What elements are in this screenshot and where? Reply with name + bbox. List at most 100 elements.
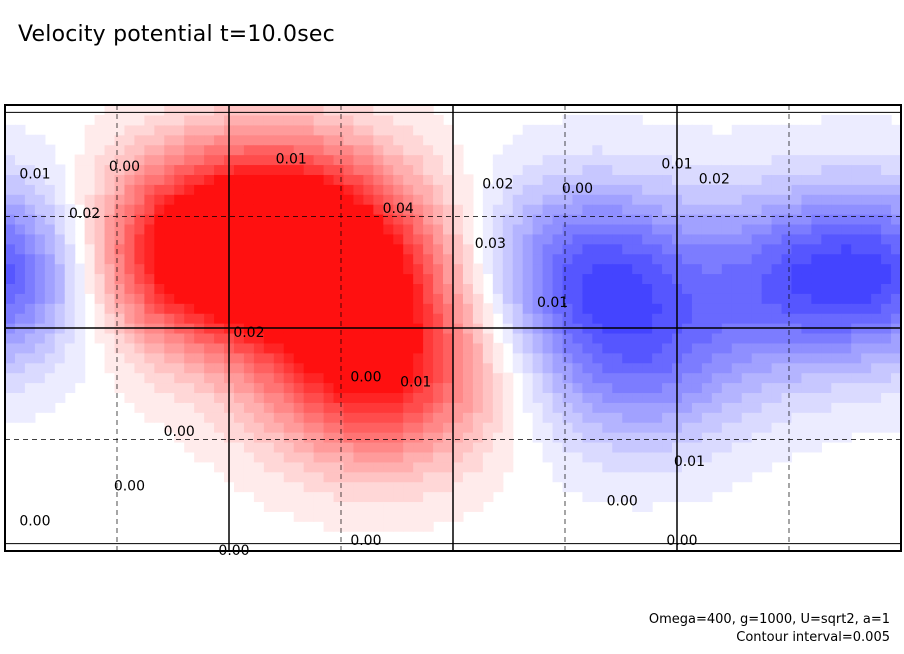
field-cell bbox=[691, 263, 703, 275]
field-cell bbox=[771, 174, 783, 185]
field-cell bbox=[253, 124, 265, 136]
field-cell bbox=[622, 342, 633, 354]
field-cell bbox=[194, 313, 205, 324]
field-cell bbox=[383, 481, 394, 493]
field-cell bbox=[333, 432, 345, 443]
field-cell bbox=[681, 174, 693, 185]
field-cell bbox=[821, 154, 832, 166]
field-cell bbox=[64, 223, 76, 235]
field-cell bbox=[174, 184, 185, 195]
field-cell bbox=[761, 204, 773, 215]
field-cell bbox=[383, 422, 394, 433]
field-cell bbox=[373, 164, 384, 175]
field-cell bbox=[134, 114, 145, 126]
field-cell bbox=[263, 362, 275, 374]
field-cell bbox=[413, 223, 424, 235]
field-cell bbox=[253, 432, 265, 443]
field-cell bbox=[253, 372, 265, 384]
field-cell bbox=[861, 352, 872, 364]
field-cell bbox=[811, 164, 822, 175]
field-cell bbox=[871, 263, 882, 275]
field-cell bbox=[353, 501, 364, 512]
field-cell bbox=[54, 342, 66, 354]
field-cell bbox=[403, 233, 414, 245]
field-cell bbox=[433, 243, 444, 255]
field-cell bbox=[821, 293, 832, 304]
field-cell bbox=[114, 164, 126, 175]
field-cell bbox=[721, 223, 733, 235]
field-cell bbox=[871, 273, 882, 284]
field-cell bbox=[333, 223, 345, 235]
field-cell bbox=[522, 273, 534, 284]
field-cell bbox=[263, 441, 275, 453]
field-cell bbox=[701, 412, 713, 423]
field-cell bbox=[492, 392, 504, 403]
field-cell bbox=[313, 144, 325, 156]
field-cell bbox=[472, 441, 484, 453]
field-cell bbox=[214, 184, 225, 195]
field-cell bbox=[423, 461, 434, 473]
field-cell bbox=[34, 144, 46, 156]
field-cell bbox=[482, 481, 494, 493]
field-cell bbox=[104, 283, 116, 294]
field-cell bbox=[522, 194, 534, 205]
field-cell bbox=[453, 204, 464, 215]
field-cell bbox=[383, 283, 394, 294]
field-cell bbox=[383, 471, 394, 483]
field-cell bbox=[333, 402, 345, 413]
field-cell bbox=[383, 233, 394, 245]
field-cell bbox=[433, 184, 444, 195]
field-cell bbox=[283, 293, 295, 304]
field-cell bbox=[622, 233, 633, 245]
field-cell bbox=[134, 253, 145, 265]
field-cell bbox=[482, 382, 494, 394]
field-cell bbox=[174, 332, 185, 344]
field-cell bbox=[194, 451, 205, 463]
field-cell bbox=[273, 422, 285, 433]
field-cell bbox=[313, 154, 325, 166]
field-cell bbox=[851, 382, 862, 394]
field-cell bbox=[433, 362, 444, 374]
field-cell bbox=[64, 204, 76, 215]
field-cell bbox=[403, 223, 414, 235]
field-cell bbox=[612, 412, 623, 423]
field-cell bbox=[134, 352, 145, 364]
field-cell bbox=[313, 253, 325, 265]
field-cell bbox=[552, 352, 564, 364]
field-cell bbox=[413, 491, 424, 503]
field-cell bbox=[363, 134, 374, 146]
field-cell bbox=[691, 392, 703, 403]
field-cell bbox=[622, 154, 633, 166]
field-cell bbox=[831, 402, 842, 413]
field-cell bbox=[731, 412, 743, 423]
field-cell bbox=[592, 481, 603, 493]
field-cell bbox=[433, 432, 444, 443]
field-cell bbox=[841, 392, 852, 403]
field-cell bbox=[423, 511, 434, 522]
field-cell bbox=[741, 441, 753, 453]
field-cell bbox=[393, 105, 404, 116]
field-cell bbox=[323, 194, 335, 205]
field-cell bbox=[592, 392, 603, 403]
field-cell bbox=[771, 392, 783, 403]
field-cell bbox=[502, 283, 514, 294]
field-cell bbox=[532, 283, 544, 294]
field-cell bbox=[711, 243, 723, 255]
field-cell bbox=[194, 194, 205, 205]
field-cell bbox=[433, 273, 444, 284]
field-cell bbox=[691, 451, 703, 463]
field-cell bbox=[462, 412, 474, 423]
field-cell bbox=[363, 432, 374, 443]
field-cell bbox=[333, 194, 345, 205]
field-cell bbox=[751, 223, 763, 235]
field-cell bbox=[791, 243, 803, 255]
field-cell bbox=[662, 204, 673, 215]
field-cell bbox=[711, 174, 723, 185]
field-cell bbox=[283, 164, 295, 175]
field-cell bbox=[492, 164, 504, 175]
field-cell bbox=[532, 352, 544, 364]
field-cell bbox=[781, 451, 793, 463]
field-cell bbox=[383, 293, 394, 304]
field-cell bbox=[532, 253, 544, 265]
field-cell bbox=[273, 451, 285, 463]
